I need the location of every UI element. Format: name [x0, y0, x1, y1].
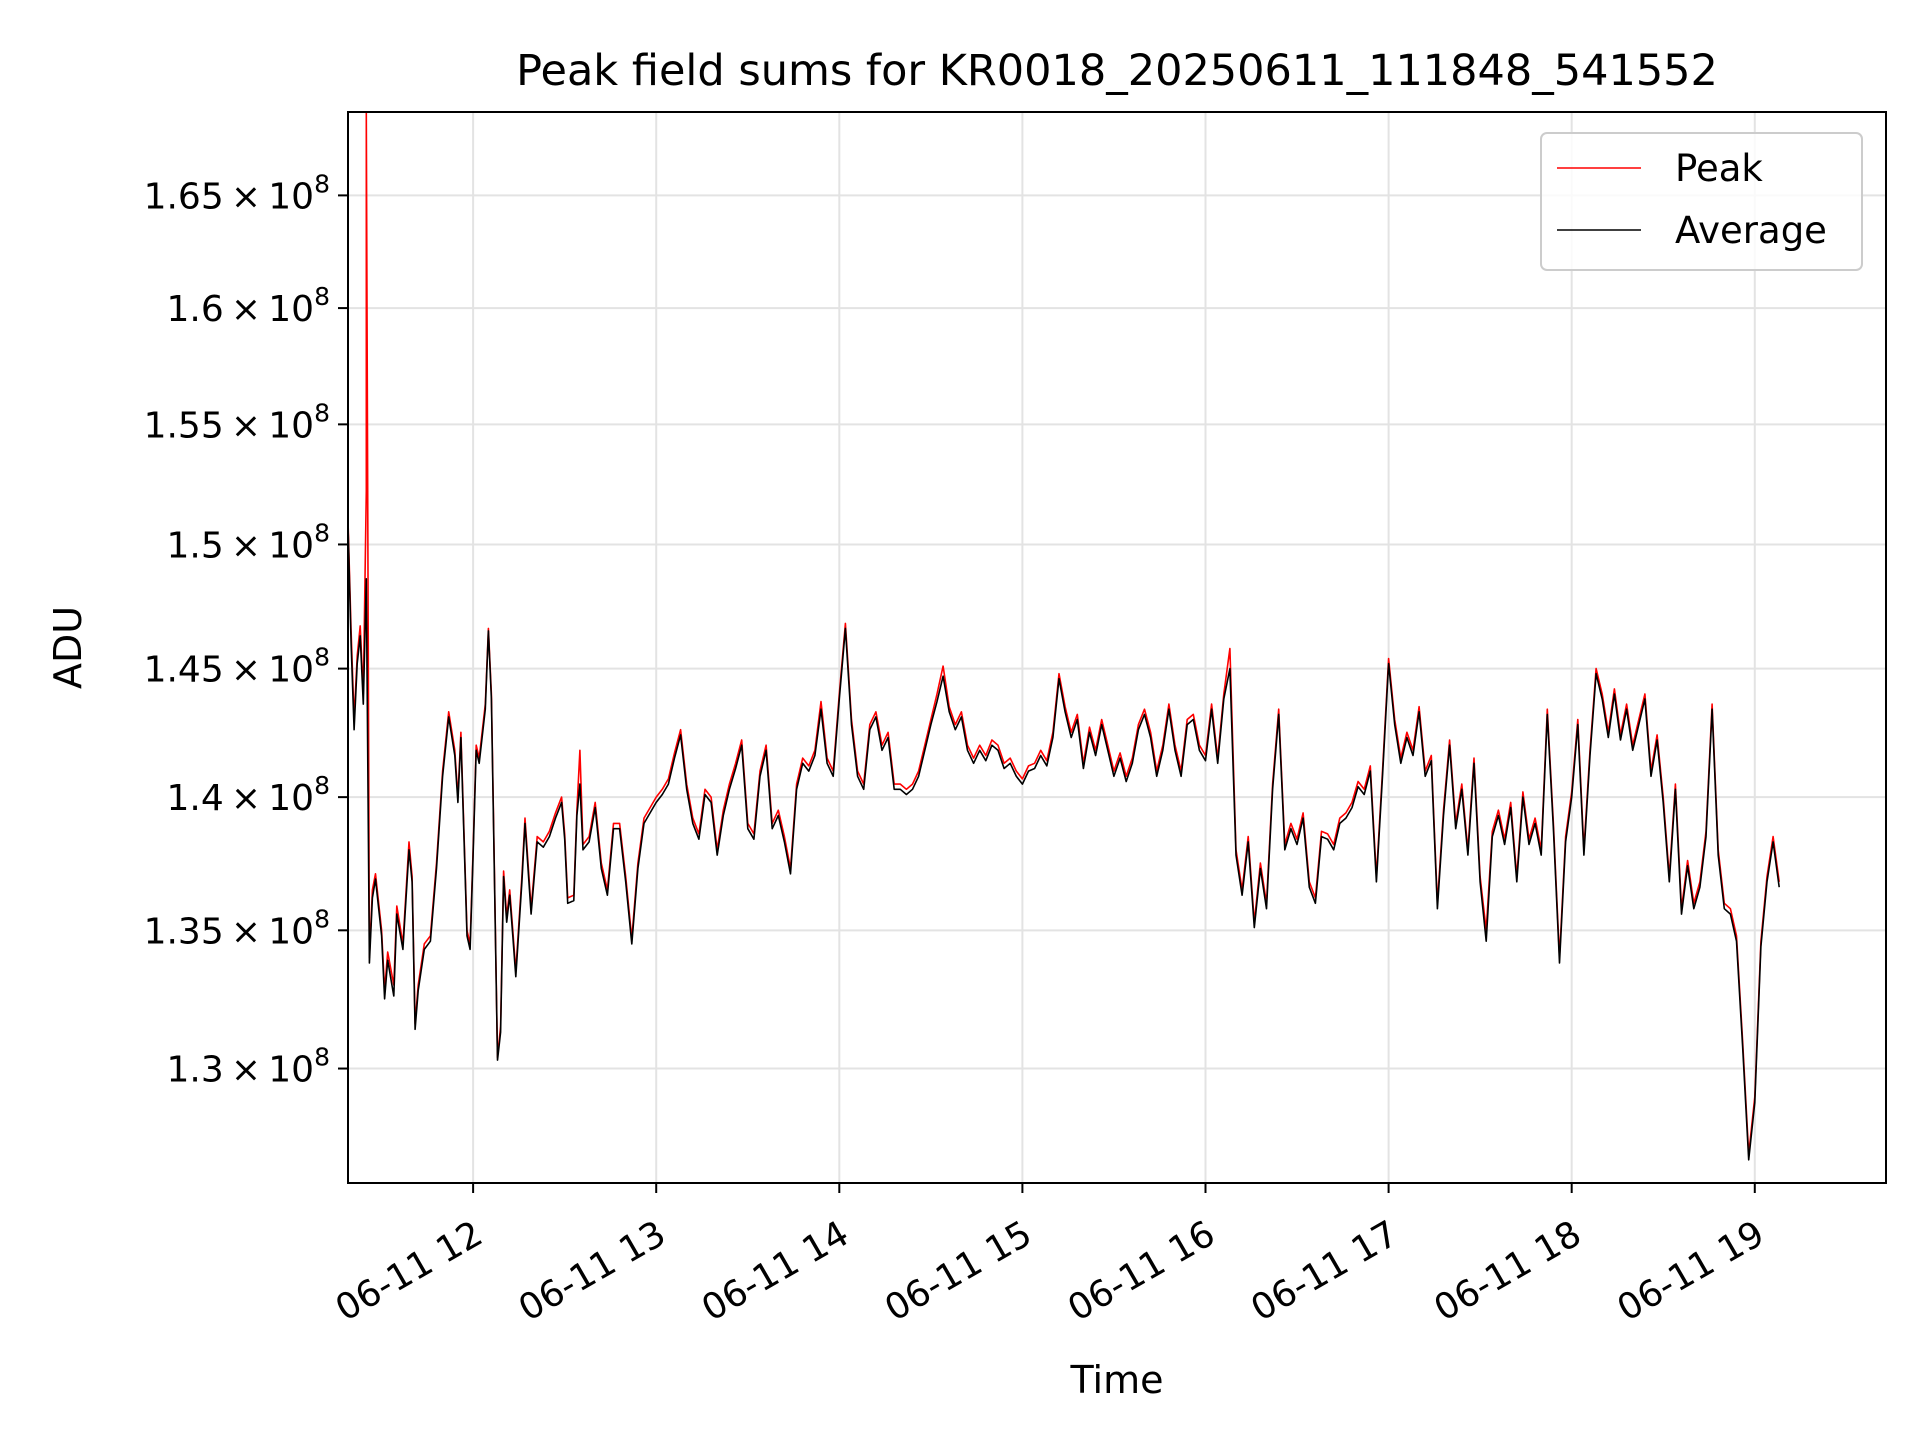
y-tick-exponent: 8 [314, 169, 330, 198]
y-tick-exponent: 8 [314, 771, 330, 800]
y-tick-exponent: 8 [314, 282, 330, 311]
y-tick-multiplier: × 10 [224, 525, 314, 566]
y-tick-mantissa: 1.45 [144, 650, 224, 691]
y-tick-multiplier: × 10 [224, 289, 314, 330]
y-tick-label: 1.65 × 108 [144, 169, 330, 217]
y-tick-multiplier: × 10 [224, 911, 314, 952]
y-tick-multiplier: × 10 [224, 176, 314, 217]
y-tick-multiplier: × 10 [224, 1050, 314, 1091]
y-tick-exponent: 8 [314, 643, 330, 672]
y-tick-mantissa: 1.55 [144, 405, 224, 446]
y-axis-label: ADU [46, 606, 90, 689]
y-tick-label: 1.6 × 108 [166, 282, 330, 330]
y-tick-exponent: 8 [314, 1043, 330, 1072]
y-tick-mantissa: 1.4 [166, 778, 223, 819]
y-tick-mantissa: 1.6 [166, 289, 223, 330]
y-tick-mantissa: 1.3 [166, 1050, 223, 1091]
legend-label: Average [1675, 209, 1827, 252]
series-layer [347, 111, 1780, 1161]
grid [348, 112, 1886, 1183]
y-tick-label: 1.45 × 108 [144, 643, 330, 691]
series-line-average [347, 524, 1780, 1161]
x-axis-label: Time [1070, 1358, 1164, 1402]
y-tick-label: 1.5 × 108 [166, 518, 330, 566]
y-tick-exponent: 8 [314, 518, 330, 547]
legend: Peak Average [1540, 132, 1863, 271]
y-tick-label: 1.4 × 108 [166, 771, 330, 819]
y-tick-label: 1.35 × 108 [144, 904, 330, 952]
y-tick-exponent: 8 [314, 904, 330, 933]
y-tick-mantissa: 1.5 [166, 525, 223, 566]
y-tick-label: 1.3 × 108 [166, 1043, 330, 1091]
y-tick-mantissa: 1.65 [144, 176, 224, 217]
y-tick-multiplier: × 10 [224, 405, 314, 446]
legend-label: Peak [1675, 147, 1763, 190]
chart-title: Peak field sums for KR0018_20250611_1118… [516, 46, 1718, 96]
y-tick-multiplier: × 10 [224, 650, 314, 691]
y-tick-multiplier: × 10 [224, 778, 314, 819]
plot-frame [347, 111, 1887, 1184]
y-tick-exponent: 8 [314, 398, 330, 427]
y-tick-label: 1.55 × 108 [144, 398, 330, 446]
y-tick-mantissa: 1.35 [144, 911, 224, 952]
